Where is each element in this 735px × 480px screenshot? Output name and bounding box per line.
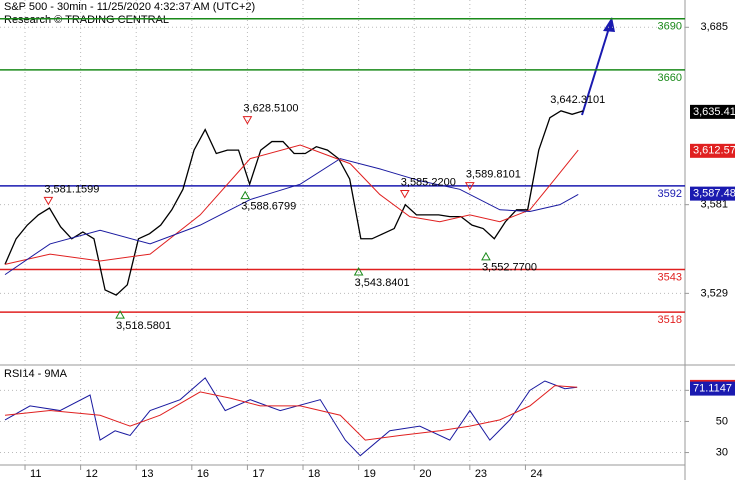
high-marker xyxy=(43,196,54,206)
price-box-label: 71.1147 xyxy=(693,383,732,395)
y-tick-label: 3,685 xyxy=(700,21,728,33)
low-marker xyxy=(115,310,125,319)
x-tick-label: 11 xyxy=(30,468,41,480)
annotation: 3,589.8101 xyxy=(466,169,521,181)
level-label: 3690 xyxy=(658,21,682,33)
chart-title: S&P 500 - 30min - 11/25/2020 4:32:37 AM … xyxy=(4,1,255,13)
level-label: 3660 xyxy=(658,72,682,84)
price-box xyxy=(690,104,735,119)
x-tick-label: 20 xyxy=(419,468,431,480)
series-line xyxy=(4,385,578,441)
series-line xyxy=(4,377,578,457)
annotation: 3,581.1599 xyxy=(44,183,99,195)
annotation: 3,585.2200 xyxy=(401,176,456,188)
annotation: 3,642.3101 xyxy=(550,94,605,106)
high-marker xyxy=(464,182,475,191)
price-box xyxy=(690,186,735,201)
y-tick-label: 3,581 xyxy=(700,199,728,211)
x-tick-label: 12 xyxy=(86,468,98,480)
series-line xyxy=(4,158,579,276)
y-tick-label: 30 xyxy=(716,446,728,458)
x-tick-label: 24 xyxy=(530,468,542,480)
low-marker xyxy=(240,190,251,200)
x-tick-label: 16 xyxy=(197,468,209,480)
annotation: 3,552.7700 xyxy=(482,262,537,274)
y-tick-label: 50 xyxy=(716,415,728,427)
x-tick-label: 19 xyxy=(364,468,376,480)
level-label: 3518 xyxy=(658,314,682,326)
series-line xyxy=(4,144,579,265)
rsi-title: RSI14 - 9MA xyxy=(4,368,68,380)
price-box-label: 3,635.41 xyxy=(693,106,735,118)
price-box xyxy=(690,143,735,158)
level-label: 3592 xyxy=(658,188,682,200)
high-marker xyxy=(242,116,253,125)
x-tick-label: 17 xyxy=(252,468,264,480)
x-tick-label: 18 xyxy=(308,468,320,480)
annotation: 3,543.8401 xyxy=(355,277,410,289)
arrow-head xyxy=(603,17,615,32)
x-tick-label: 13 xyxy=(141,468,153,480)
chart-subtitle: Research © TRADING CENTRAL xyxy=(4,14,169,26)
y-tick-label: 3,529 xyxy=(700,287,728,299)
low-marker xyxy=(353,267,364,276)
price-box xyxy=(690,381,735,396)
annotation: 3,628.5100 xyxy=(243,103,298,115)
annotation: 3,518.5801 xyxy=(116,320,171,332)
x-tick-label: 23 xyxy=(475,468,487,480)
price-box-label: 3,612.57 xyxy=(693,145,735,157)
low-marker xyxy=(481,251,491,261)
annotation: 3,588.6799 xyxy=(241,200,296,212)
high-marker xyxy=(399,189,410,199)
series-line xyxy=(4,110,584,296)
forecast-arrow xyxy=(581,27,610,116)
level-label: 3543 xyxy=(658,271,682,283)
price-box-label: 3,587.48 xyxy=(693,188,735,200)
